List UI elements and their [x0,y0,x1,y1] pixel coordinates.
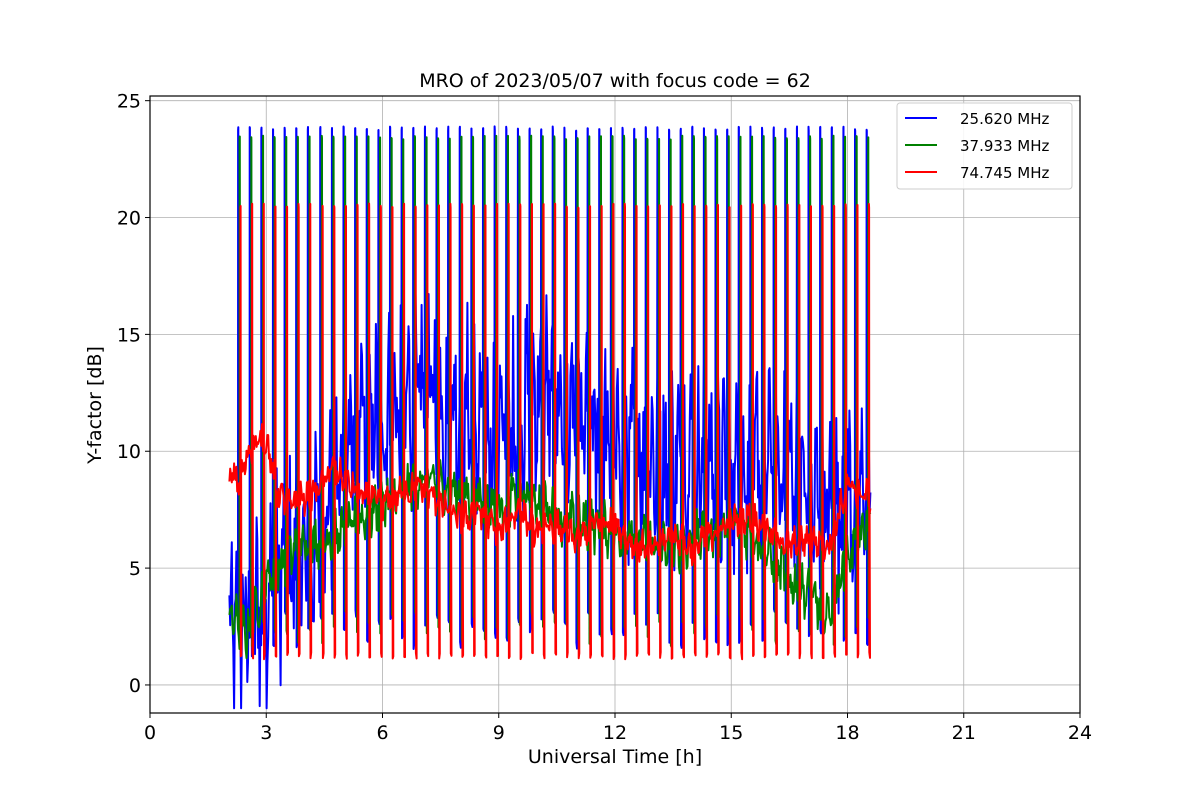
series-layer [228,125,872,710]
x-axis-label: Universal Time [h] [528,746,702,768]
legend-label-25620: 25.620 MHz [960,110,1049,128]
x-tick-label: 9 [493,722,505,744]
legend-label-37933: 37.933 MHz [960,137,1049,155]
y-tick-label: 20 [117,208,141,230]
x-tick-label: 21 [952,722,976,744]
ticks: 0 3 6 9 12 15 18 21 24 0 5 10 15 20 25 [117,91,1092,744]
chart-title: MRO of 2023/05/07 with focus code = 62 [419,70,811,92]
y-tick-label: 5 [129,558,141,580]
legend-label-74745: 74.745 MHz [960,164,1049,182]
x-tick-label: 15 [719,722,743,744]
x-tick-label: 12 [603,722,627,744]
x-tick-label: 6 [376,722,388,744]
x-tick-label: 18 [835,722,859,744]
x-tick-label: 24 [1068,722,1092,744]
y-tick-label: 15 [117,324,141,346]
x-tick-label: 0 [144,722,156,744]
y-tick-label: 0 [129,675,141,697]
legend: 25.620 MHz 37.933 MHz 74.745 MHz [896,102,1073,190]
x-tick-label: 3 [260,722,272,744]
y-tick-label: 25 [117,91,141,113]
series-line-74745 [228,202,872,661]
y-axis-label: Y-factor [dB] [84,346,106,465]
legend-box [896,102,1073,190]
y-tick-label: 10 [117,441,141,463]
